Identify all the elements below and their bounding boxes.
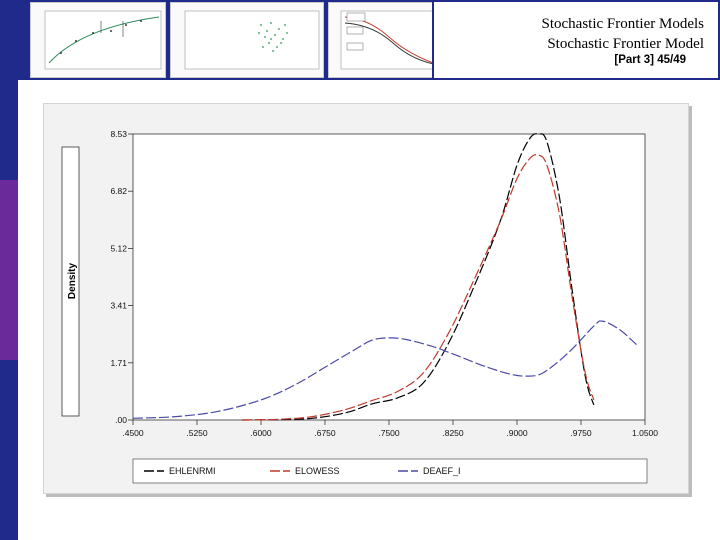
- x-tick-label: .9000: [506, 428, 528, 438]
- x-tick-label: .4500: [122, 428, 144, 438]
- series-line-elowess: [242, 154, 595, 421]
- y-tick-label: 1.71: [110, 358, 127, 368]
- x-tick-label: .7500: [378, 428, 400, 438]
- x-tick-label: 1.0500: [632, 428, 658, 438]
- thumbnail-scatter-plot: [170, 2, 324, 78]
- plot-area: [132, 133, 646, 421]
- ylabel-panel: [61, 146, 80, 417]
- thumbnail-scatter-plot-graphic: [184, 10, 320, 70]
- series-line-ehlenrmi: [242, 133, 595, 421]
- thumbnail-scatter-fit-graphic: [44, 10, 162, 70]
- legend: [132, 458, 648, 484]
- x-tick-label: .6750: [314, 428, 336, 438]
- series-line-deaef-i: [132, 320, 637, 419]
- slide-title-line-1: Stochastic Frontier Models: [541, 16, 704, 32]
- slide-title-line-2: Stochastic Frontier Model: [547, 36, 704, 52]
- thumbnail-density-curves: [328, 2, 446, 78]
- sidebar-block-top: [0, 0, 18, 180]
- y-tick-label: 6.82: [110, 186, 127, 196]
- legend-label: ELOWESS: [295, 466, 340, 476]
- density-chart: Density .00 1.71 3.41 5.12 6.82 8.53 .4500 .52…: [61, 129, 658, 484]
- thumbnail-scatter-fit: [30, 2, 166, 78]
- y-tick-label: 5.12: [110, 243, 127, 253]
- y-tick-label: .00: [115, 415, 127, 425]
- x-tick-label: .9750: [570, 428, 592, 438]
- chart-frame: Density .00 1.71 3.41 5.12 6.82 8.53 .4500 .52…: [43, 103, 689, 494]
- title-box: Stochastic Frontier Models Stochastic Fr…: [432, 0, 720, 80]
- legend-label: DEAEF_I: [423, 466, 461, 476]
- y-tick-label: 3.41: [110, 301, 127, 311]
- slide-sidebar: [0, 0, 18, 540]
- x-ticks: .4500 .5250 .6000 .6750 .7500 .8250 .9000 .9750…: [122, 420, 658, 438]
- y-ticks: .00 1.71 3.41 5.12 6.82 8.53: [110, 129, 133, 425]
- sidebar-block-middle: [0, 180, 18, 360]
- legend-items: EHLENRMI ELOWESS DEAEF_I: [144, 466, 461, 476]
- y-axis-label: Density: [67, 263, 78, 300]
- legend-label: EHLENRMI: [169, 466, 216, 476]
- thumbnail-density-curves-graphic: [340, 10, 444, 70]
- sidebar-block-bottom: [0, 360, 18, 540]
- series-lines: [132, 133, 637, 421]
- y-tick-label: 8.53: [110, 129, 127, 139]
- slide-number: [Part 3] 45/49: [614, 54, 686, 66]
- x-tick-label: .5250: [186, 428, 208, 438]
- x-tick-label: .6000: [250, 428, 272, 438]
- x-tick-label: .8250: [442, 428, 464, 438]
